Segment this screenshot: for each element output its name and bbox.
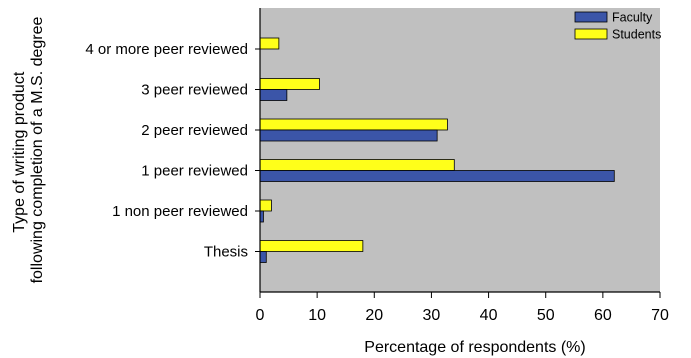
legend-swatch-faculty — [574, 11, 608, 23]
bar-students — [259, 78, 320, 90]
category-label: 4 or more peer reviewed — [85, 41, 248, 58]
bar-students — [259, 159, 455, 171]
legend: Faculty Students — [574, 11, 661, 42]
y-axis-title-line-1: Type of writing product — [11, 71, 28, 233]
bar-faculty — [259, 251, 267, 263]
bar-students — [259, 199, 272, 212]
category-label: Thesis — [204, 244, 248, 261]
category-label: 2 peer reviewed — [141, 122, 248, 139]
x-ticks-group: 0 10 20 30 40 50 60 70 — [256, 292, 669, 324]
category-label: 1 peer reviewed — [141, 163, 248, 180]
bar-faculty — [259, 89, 288, 101]
x-axis-title: Percentage of respondents (%) — [364, 339, 585, 356]
y-axis-title-line-2: following completion of a M.S. degree — [29, 16, 46, 283]
x-tick-label: 30 — [423, 307, 441, 324]
x-tick-label: 20 — [365, 307, 383, 324]
y-axis-title: Type of writing product following comple… — [11, 16, 46, 283]
x-tick-label: 10 — [308, 307, 326, 324]
category-label: 3 peer reviewed — [141, 82, 248, 99]
bar-faculty — [259, 170, 615, 182]
bar-students — [259, 118, 448, 131]
x-tick-label: 0 — [256, 307, 265, 324]
category-label: 1 non peer reviewed — [112, 203, 248, 220]
x-tick-label: 70 — [651, 307, 669, 324]
x-tick-label: 60 — [594, 307, 612, 324]
x-tick-label: 40 — [480, 307, 498, 324]
category-labels-group: 4 or more peer reviewed 3 peer reviewed 2 … — [85, 41, 260, 261]
legend-label-faculty: Faculty — [612, 11, 653, 25]
bar-students — [259, 240, 364, 252]
legend-swatch-students — [574, 28, 608, 40]
x-tick-label: 50 — [537, 307, 555, 324]
bar-faculty — [259, 129, 438, 142]
bar-students — [259, 37, 280, 50]
legend-label-students: Students — [612, 28, 661, 42]
